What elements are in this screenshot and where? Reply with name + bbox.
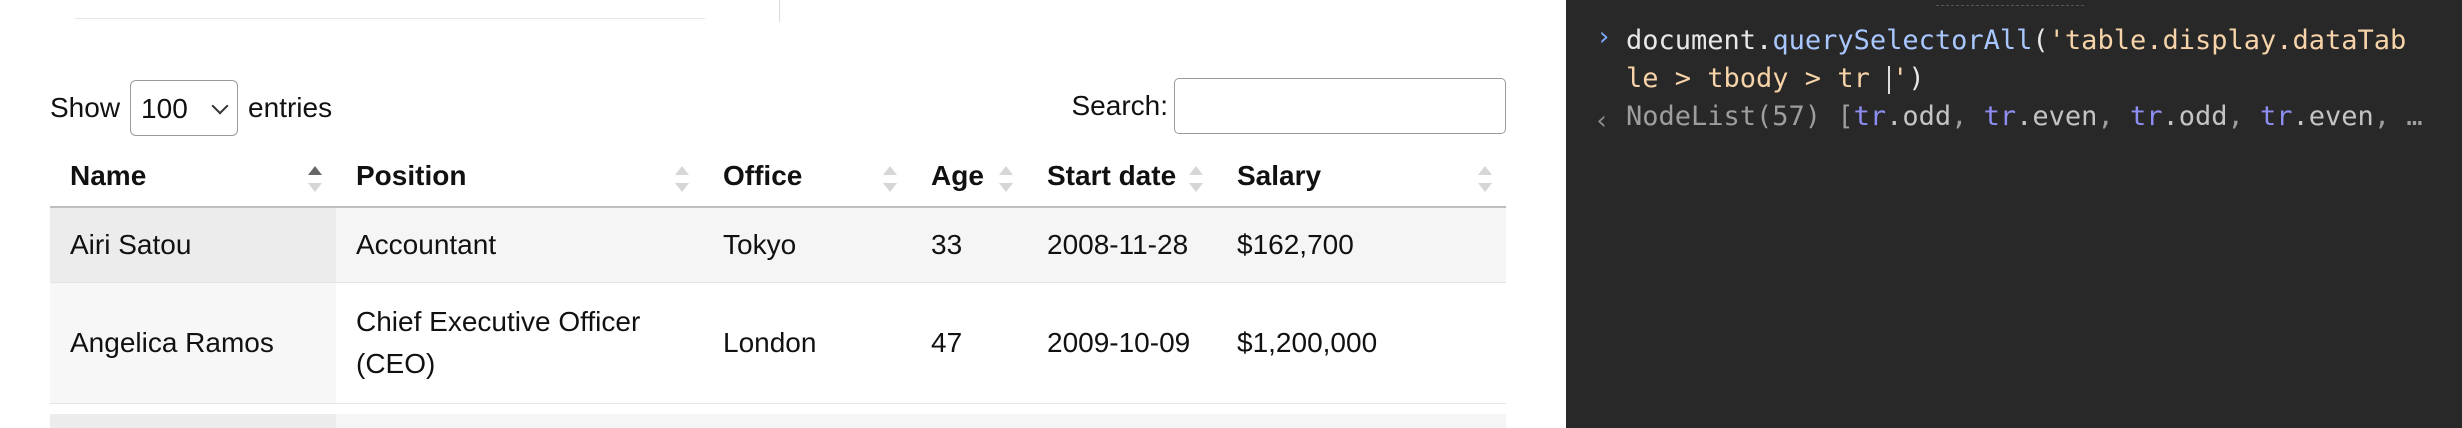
cell-name: [50, 414, 336, 428]
column-header-label: Name: [70, 160, 147, 191]
cell-position-line: (CEO): [356, 348, 436, 379]
cell-age: 33: [911, 207, 1027, 283]
search-control: Search:: [1071, 78, 1506, 134]
search-label: Search:: [1071, 90, 1169, 121]
separator: ,: [2227, 101, 2261, 132]
separator: ,: [1951, 101, 1984, 132]
console-result[interactable]: NodeList(57) [tr.odd, tr.even, tr.odd, t…: [1626, 98, 2423, 136]
token-object: document: [1626, 25, 1757, 56]
table-row[interactable]: Airi Satou Accountant Tokyo 33 2008-11-2…: [50, 207, 1506, 283]
token-string: le > tbody > tr: [1626, 63, 1887, 94]
sort-icon: [308, 166, 322, 192]
column-header-label: Salary: [1237, 160, 1322, 191]
node-class: .even: [2016, 101, 2098, 132]
chevron-right-icon: ›: [1596, 22, 1612, 52]
cell-salary: $162,700: [1217, 207, 1506, 283]
token-method: querySelectorAll: [1772, 25, 2033, 56]
node-tag: tr: [1853, 101, 1887, 132]
cell-name: Angelica Ramos: [50, 282, 336, 404]
token-dot: .: [1756, 25, 1773, 56]
node-class: .odd: [1886, 101, 1952, 132]
entries-length-control: Show 100 entries: [50, 80, 332, 136]
devtools-drag-handle[interactable]: [1936, 0, 2084, 6]
datatable-page: Show 100 entries Search: Name Position O…: [50, 0, 1506, 428]
separator: ,: [2373, 101, 2407, 132]
cell-position: Accountant: [336, 207, 703, 283]
table-row[interactable]: [50, 414, 1506, 428]
token-string: 'table.display.dataTab: [2048, 25, 2407, 56]
token-string-end: ': [1892, 63, 1909, 94]
column-header-office[interactable]: Office: [703, 146, 911, 208]
sort-icon: [675, 166, 689, 192]
token-paren-close: ): [1908, 63, 1925, 94]
column-header-position[interactable]: Position: [336, 146, 703, 208]
divider: [75, 18, 705, 19]
length-prefix-label: Show: [50, 92, 121, 123]
separator: ,: [2097, 101, 2130, 132]
cell-start-date: 2009-10-09: [1027, 282, 1217, 404]
column-header-salary[interactable]: Salary: [1217, 146, 1506, 208]
column-header-label: Age: [931, 160, 984, 191]
node-tag: tr: [1983, 101, 2017, 132]
sort-icon: [999, 166, 1013, 192]
column-header-label: Office: [723, 160, 803, 191]
sort-icon: [1478, 166, 1492, 192]
devtools-console: › document.querySelectorAll('table.displ…: [1566, 0, 2462, 428]
entries-select-wrapper[interactable]: 100: [120, 80, 248, 136]
node-tag: tr: [2260, 101, 2293, 132]
entries-select[interactable]: 100: [130, 80, 239, 136]
node-class: .even: [2292, 101, 2374, 132]
cell-name: Airi Satou: [50, 207, 336, 283]
node-tag: tr: [2129, 101, 2163, 132]
column-header-label: Start date: [1047, 160, 1177, 191]
cell-salary: $1,200,000: [1217, 282, 1506, 404]
ellipsis: …: [2406, 101, 2423, 132]
sort-icon: [883, 166, 897, 192]
chevron-left-icon: ‹: [1594, 106, 1610, 136]
column-header-name[interactable]: Name: [50, 146, 336, 208]
column-header-age[interactable]: Age: [911, 146, 1027, 208]
sort-icon: [1189, 166, 1203, 192]
node-class: .odd: [2162, 101, 2228, 132]
search-input[interactable]: [1174, 78, 1506, 134]
cell-position: Chief Executive Officer (CEO): [336, 282, 703, 404]
cell-position-line: Chief Executive Officer: [356, 306, 641, 337]
column-header-label: Position: [356, 160, 467, 191]
cell-start-date: 2008-11-28: [1027, 207, 1217, 283]
cell-office: Tokyo: [703, 207, 911, 283]
data-table: Name Position Office Age Start date Sala…: [50, 146, 1506, 404]
console-input[interactable]: document.querySelectorAll('table.display…: [1626, 22, 2446, 98]
cell-age: 47: [911, 282, 1027, 404]
text-cursor: [1888, 65, 1891, 94]
divider: [779, 0, 780, 22]
token-paren-open: (: [2032, 25, 2049, 56]
column-header-start-date[interactable]: Start date: [1027, 146, 1217, 208]
length-suffix-label: entries: [248, 92, 333, 123]
table-header-row: Name Position Office Age Start date Sala…: [50, 146, 1506, 208]
cell-office: London: [703, 282, 911, 404]
nodelist-label: NodeList(57) [: [1626, 101, 1854, 132]
table-row[interactable]: Angelica Ramos Chief Executive Officer (C…: [50, 282, 1506, 404]
